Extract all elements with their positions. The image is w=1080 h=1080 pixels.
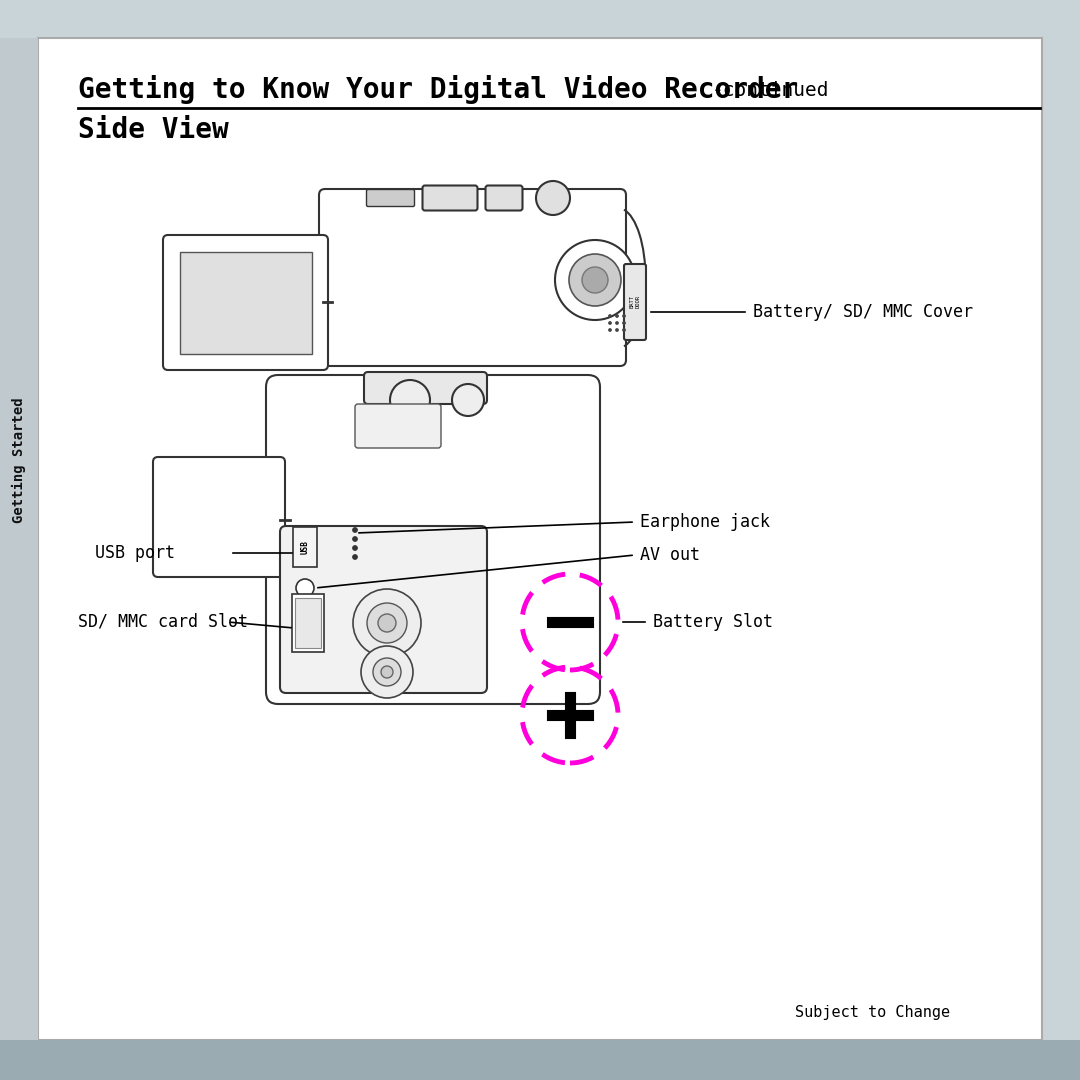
FancyBboxPatch shape bbox=[280, 526, 487, 693]
Circle shape bbox=[616, 322, 619, 324]
Circle shape bbox=[352, 527, 357, 532]
FancyBboxPatch shape bbox=[624, 264, 646, 340]
FancyBboxPatch shape bbox=[153, 457, 285, 577]
Text: AV out: AV out bbox=[640, 546, 700, 564]
Circle shape bbox=[555, 240, 635, 320]
Circle shape bbox=[353, 589, 421, 657]
FancyBboxPatch shape bbox=[366, 189, 415, 206]
Circle shape bbox=[381, 666, 393, 678]
Circle shape bbox=[352, 554, 357, 559]
Bar bbox=[0, 38, 38, 1040]
Circle shape bbox=[622, 322, 625, 324]
Text: Side View: Side View bbox=[78, 116, 229, 144]
Circle shape bbox=[608, 328, 611, 332]
Bar bbox=[0, 1040, 1080, 1080]
FancyBboxPatch shape bbox=[266, 375, 600, 704]
Text: USB port: USB port bbox=[95, 544, 175, 562]
Text: Getting Started: Getting Started bbox=[12, 397, 26, 523]
FancyBboxPatch shape bbox=[486, 186, 523, 211]
Circle shape bbox=[378, 615, 396, 632]
Circle shape bbox=[361, 646, 413, 698]
Text: Getting to Know Your Digital Video Recorder: Getting to Know Your Digital Video Recor… bbox=[78, 76, 798, 105]
Circle shape bbox=[608, 322, 611, 324]
Circle shape bbox=[608, 314, 611, 318]
FancyBboxPatch shape bbox=[355, 404, 441, 448]
Circle shape bbox=[373, 658, 401, 686]
Circle shape bbox=[582, 267, 608, 293]
Circle shape bbox=[536, 181, 570, 215]
Text: Earphone jack: Earphone jack bbox=[640, 513, 770, 531]
Circle shape bbox=[296, 579, 314, 597]
Circle shape bbox=[352, 537, 357, 541]
Text: USB: USB bbox=[300, 540, 310, 554]
Text: BATT
DOOR: BATT DOOR bbox=[630, 296, 640, 309]
Circle shape bbox=[390, 380, 430, 420]
Text: Subject to Change: Subject to Change bbox=[795, 1004, 950, 1020]
Text: Battery Slot: Battery Slot bbox=[653, 613, 773, 631]
Circle shape bbox=[622, 314, 625, 318]
Bar bbox=[295, 598, 321, 648]
Text: Battery/ SD/ MMC Cover: Battery/ SD/ MMC Cover bbox=[753, 303, 973, 321]
Circle shape bbox=[367, 603, 407, 643]
Circle shape bbox=[616, 328, 619, 332]
Circle shape bbox=[352, 545, 357, 551]
Text: AV: AV bbox=[300, 599, 309, 605]
FancyBboxPatch shape bbox=[163, 235, 328, 370]
Circle shape bbox=[569, 254, 621, 306]
FancyBboxPatch shape bbox=[422, 186, 477, 211]
Circle shape bbox=[616, 314, 619, 318]
Bar bbox=[180, 252, 312, 354]
Bar bbox=[292, 594, 324, 652]
Text: SD/ MMC card Slot: SD/ MMC card Slot bbox=[78, 613, 248, 631]
Circle shape bbox=[622, 328, 625, 332]
Circle shape bbox=[453, 384, 484, 416]
FancyBboxPatch shape bbox=[293, 527, 318, 567]
Text: -continued: -continued bbox=[712, 81, 829, 99]
FancyBboxPatch shape bbox=[364, 372, 487, 404]
FancyBboxPatch shape bbox=[319, 189, 626, 366]
